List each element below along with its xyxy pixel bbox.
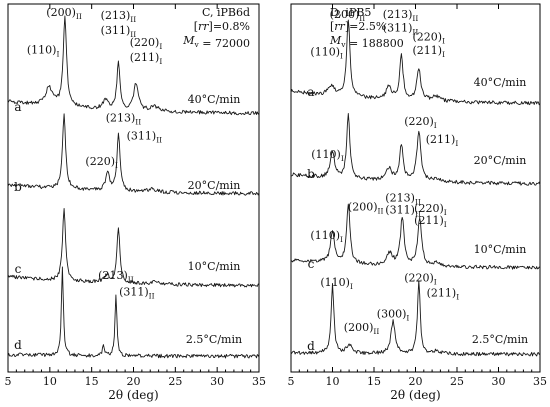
xrd-trace-a (290, 19, 541, 106)
peak-label: (213)II (101, 9, 137, 24)
sample-info-line: C, iPB6d (202, 6, 250, 19)
x-tick-label: 25 (168, 375, 182, 388)
x-tick-label: 25 (450, 375, 464, 388)
peak-label: (311)II (127, 130, 163, 145)
trace-label: d (307, 339, 315, 353)
x-tick-label: 5 (288, 375, 295, 388)
cooling-rate-label: 2.5°C/min (186, 333, 242, 346)
x-tick-label: 15 (85, 375, 99, 388)
peak-label: (311)II (119, 286, 155, 301)
cooling-rate-label: 20°C/min (188, 179, 241, 192)
cooling-rate-label: 10°C/min (188, 260, 241, 273)
x-axis-label: 2θ (deg) (108, 388, 159, 402)
sample-info-line: Mv = 188800 (329, 34, 404, 50)
trace-label: d (14, 338, 22, 352)
xrd-trace-a (7, 15, 260, 116)
peak-label: (200)II (46, 6, 82, 21)
xrd-trace-b (290, 113, 541, 186)
peak-label: (213)II (385, 192, 421, 207)
x-axis-label: 2θ (deg) (390, 388, 441, 402)
peak-label: (311)II (383, 22, 419, 37)
sample-info-line: [rr]=2.5% (330, 20, 386, 33)
sample-info-line: [rr]=0.8% (194, 20, 250, 33)
peak-label: (220)I (414, 202, 447, 217)
panel-D: 5 10 15 20 25 30 35 2θ (deg) D, iPB5[rr]=2.5%Mv … (288, 3, 547, 402)
peak-label: (110)I (310, 229, 343, 244)
cooling-rate-label: 40°C/min (474, 76, 527, 89)
plot-frame (290, 3, 541, 373)
sample-info-line: Mv = 72000 (182, 34, 250, 50)
peak-label: (213)II (98, 269, 134, 284)
peak-label: (311)II (101, 24, 137, 39)
peak-label: (200)II (330, 8, 366, 23)
peak-label: (220)I (404, 272, 437, 287)
cooling-rate-label: 20°C/min (474, 154, 527, 167)
peak-label: (211)I (412, 44, 445, 59)
trace-label: b (14, 180, 22, 194)
sample-info-line: D, iPB5 (330, 6, 371, 19)
trace-label: a (14, 100, 21, 114)
peak-label: (213)II (106, 112, 142, 127)
x-tick-label: 5 (5, 375, 12, 388)
peak-label: (211)I (427, 287, 460, 302)
peak-label: (211)I (130, 51, 163, 66)
cooling-rate-label: 40°C/min (188, 93, 241, 106)
cooling-rate-label: 10°C/min (474, 243, 527, 256)
peak-label: (110)I (27, 44, 60, 59)
peak-label: (213)II (383, 8, 419, 23)
cooling-rate-label: 2.5°C/min (472, 333, 528, 346)
x-tick-label: 30 (210, 375, 224, 388)
peak-label: (220)I (130, 36, 163, 51)
xrd-trace-b (7, 113, 260, 196)
peak-label: (211)I (414, 214, 447, 229)
x-tick-label: 35 (533, 375, 547, 388)
x-tick-label: 20 (409, 375, 423, 388)
peak-label: (200)II (344, 321, 380, 336)
peak-label: (200)II (348, 201, 384, 216)
peak-label: (220)I (412, 31, 445, 46)
peak-label: (211)I (426, 133, 459, 148)
trace-label: c (308, 257, 315, 271)
x-tick-label: 20 (127, 375, 141, 388)
peak-label: (220)I (85, 155, 118, 170)
xrd-trace-d (290, 280, 541, 357)
peak-label: (110)I (320, 276, 353, 291)
peak-label: (110)I (310, 46, 343, 61)
x-tick-label: 30 (492, 375, 506, 388)
x-tick-label: 10 (43, 375, 57, 388)
x-tick-label: 15 (367, 375, 381, 388)
peak-label: (110)I (311, 148, 344, 163)
trace-label: c (15, 262, 22, 276)
trace-label: a (307, 85, 314, 99)
xrd-trace-c (290, 203, 541, 270)
trace-label: b (307, 167, 315, 181)
x-tick-label: 35 (252, 375, 266, 388)
xrd-trace-c (7, 208, 260, 288)
peak-label: (311)II (385, 204, 421, 219)
xrd-trace-d (7, 266, 260, 359)
peak-label: (220)I (404, 115, 437, 130)
panel-C: 5 10 15 20 25 30 35 2θ (deg) C, iPB6d[rr]=0.8%Mv… (5, 3, 266, 402)
x-tick-label: 10 (326, 375, 340, 388)
peak-label: (300)I (377, 308, 410, 323)
